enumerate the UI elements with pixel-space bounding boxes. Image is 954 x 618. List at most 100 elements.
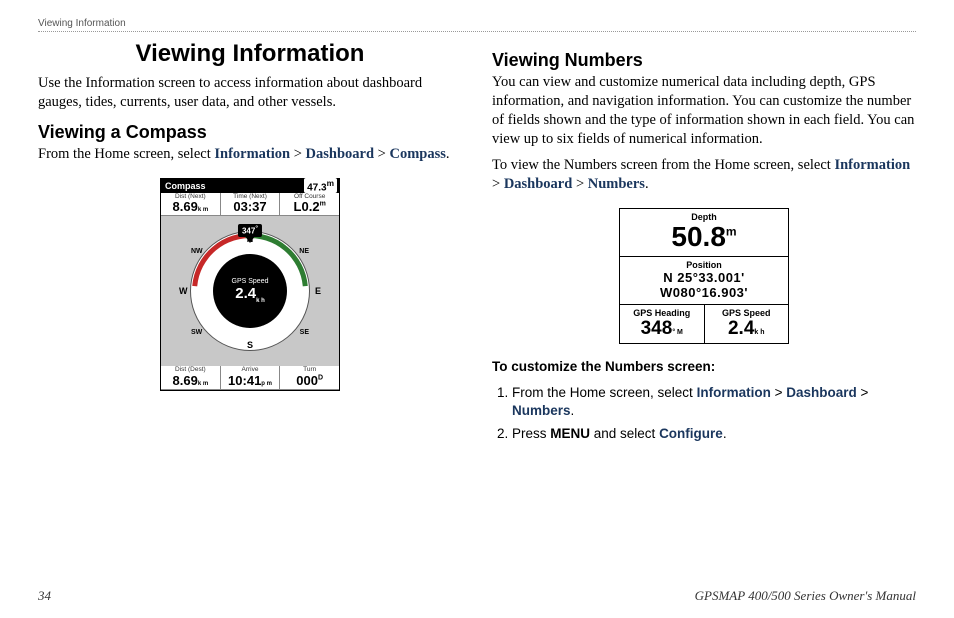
value: 348° M [622,318,702,340]
dir-n: N [247,234,254,244]
text: and select [590,426,659,441]
u: p m [261,381,272,387]
position-label: Position [624,260,784,270]
v: 10:41 [228,373,261,388]
u: k h [256,298,265,304]
v: 2.4 [235,285,256,302]
titlebar-label: Compass [161,181,304,191]
v: 50.8 [671,221,726,252]
arrive-cell: Arrive 10:41p m [221,366,281,389]
gps-speed-box: GPS Speed 2.4k h [705,305,789,343]
numbers-screenshot: Depth 50.8m Position N 25°33.001' W080°1… [492,208,916,344]
value: 2.4k h [707,318,787,340]
compass-nav-path: From the Home screen, select Information… [38,145,462,164]
nav-information: Information [214,146,290,162]
u: m [320,201,326,208]
sep: > [857,385,869,400]
u: ° M [672,329,683,336]
u: k m [198,207,208,213]
dir-se: SE [300,329,309,336]
center-value: 2.4k h [235,285,265,304]
menu-key: MENU [550,426,590,441]
manual-title: GPSMAP 400/500 Series Owner's Manual [695,588,916,604]
dir-sw: SW [191,329,202,336]
text: To view the Numbers screen from the Home… [492,157,834,173]
value: 8.69k m [161,374,220,388]
label: GPS Speed [707,308,787,318]
u: D [318,375,323,382]
nav-configure: Configure [659,426,723,441]
v: L0.2 [294,199,320,214]
u: m [726,225,737,239]
period: . [571,403,575,418]
dir-s: S [247,340,253,350]
position-line2: W080°16.903' [624,285,784,301]
titlebar-value: 47.3m [304,178,337,193]
compass-bottom-row: Dist (Dest) 8.69k m Arrive 10:41p m Turn… [161,366,339,390]
depth-box: Depth 50.8m [620,209,788,257]
value: 000D [280,374,339,388]
position-box: Position N 25°33.001' W080°16.903' [620,257,788,305]
nav-information: Information [834,157,910,173]
sep: > [290,146,305,162]
nav-dashboard: Dashboard [306,146,375,162]
value: 03:37 [221,200,280,214]
compass-screenshot: Compass 47.3m Dist (Next) 8.69k m Time (… [38,178,462,392]
label: GPS Heading [622,308,702,318]
step-1: From the Home screen, select Information… [512,384,916,422]
compass-center: GPS Speed 2.4k h [213,254,287,328]
compass-top-row: Dist (Next) 8.69k m Time (Next) 03:37 Of… [161,193,339,217]
text: Press [512,426,550,441]
depth-value: 50.8m [624,222,784,253]
viewing-compass-heading: Viewing a Compass [38,122,462,143]
sep: > [492,176,504,192]
sep: > [572,176,587,192]
v: 8.69 [173,373,198,388]
v: 8.69 [173,199,198,214]
dir-w: W [179,286,188,296]
time-next-cell: Time (Next) 03:37 [221,193,281,216]
period: . [723,426,727,441]
sep: > [771,385,786,400]
dir-nw: NW [191,248,203,255]
period: . [446,146,450,162]
u: k m [198,381,208,387]
value: L0.2m [280,200,339,214]
gps-heading-box: GPS Heading 348° M [620,305,705,343]
page-title: Viewing Information [38,40,462,68]
v: 000 [296,373,318,388]
nav-numbers: Numbers [512,403,571,418]
numbers-nav-path: To view the Numbers screen from the Home… [492,156,916,194]
compass-dial: 347° N S E W NE NW SE SW GPS Speed 2.4k … [161,216,339,366]
u: m [327,178,334,188]
nav-numbers: Numbers [588,176,645,192]
dist-next-cell: Dist (Next) 8.69k m [161,193,221,216]
turn-cell: Turn 000D [280,366,339,389]
value: 10:41p m [221,374,280,388]
text: From the Home screen, select [38,146,214,162]
step-2: Press MENU and select Configure. [512,425,916,444]
v: 2.4 [728,318,754,339]
nav-dashboard: Dashboard [786,385,857,400]
dist-dest-cell: Dist (Dest) 8.69k m [161,366,221,389]
numbers-device: Depth 50.8m Position N 25°33.001' W080°1… [619,208,789,344]
intro-paragraph: Use the Information screen to access inf… [38,74,462,112]
nav-compass: Compass [389,146,445,162]
dir-e: E [315,286,321,296]
center-label: GPS Speed [232,278,269,285]
dir-ne: NE [299,248,309,255]
v: 348 [641,318,673,339]
u: k h [754,329,764,336]
customize-steps: From the Home screen, select Information… [492,384,916,445]
compass-titlebar: Compass 47.3m [161,179,339,193]
content-columns: Viewing Information Use the Information … [38,40,916,448]
off-course-cell: Off Course L0.2m [280,193,339,216]
page-footer: 34 GPSMAP 400/500 Series Owner's Manual [38,588,916,604]
sep: > [374,146,389,162]
page-header: Viewing Information [38,18,916,32]
right-column: Viewing Numbers You can view and customi… [492,40,916,448]
numbers-paragraph-1: You can view and customize numerical dat… [492,73,916,148]
period: . [645,176,649,192]
u: ° [255,225,258,232]
nav-dashboard: Dashboard [504,176,573,192]
